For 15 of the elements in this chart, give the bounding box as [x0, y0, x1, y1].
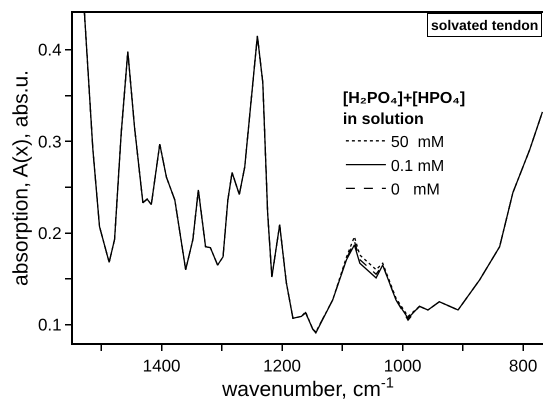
y-tick-label: 0.3 — [38, 132, 62, 152]
legend-label: 0.1 mM — [390, 158, 444, 175]
legend-label: 0 mM — [390, 182, 440, 199]
x-tick-label: 800 — [508, 356, 538, 376]
y-tick-label: 0.2 — [38, 224, 62, 243]
y-tick-label: 0.4 — [38, 40, 62, 60]
y-tick-label: 0.1 — [38, 316, 62, 335]
x-tick-label: 1000 — [384, 356, 422, 376]
x-tick-label: 1200 — [263, 356, 302, 376]
annotation: solvated tendon — [431, 17, 538, 33]
legend-title: [H₂PO₄]+[HPO₄] in solution — [342, 90, 466, 128]
legend-label: 50 mM — [390, 134, 444, 152]
x-axis-title: wavenumber, cm$^{-1}$ — [221, 375, 394, 402]
y-axis-title: absorption, A(x), abs.u. — [10, 70, 33, 286]
x-tick-label: 1400 — [142, 356, 180, 376]
